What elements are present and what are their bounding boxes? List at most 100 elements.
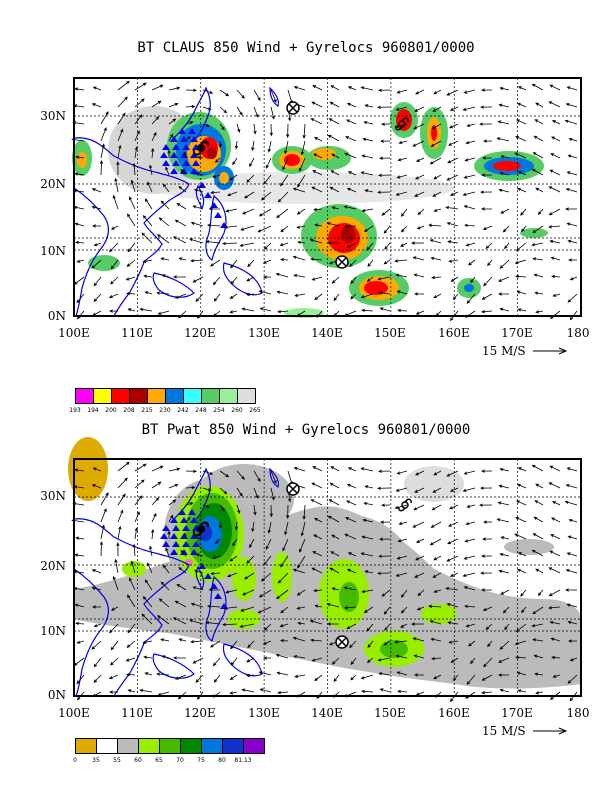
- wind-vector-arrow: [445, 586, 459, 591]
- wind-vector-arrow: [381, 589, 391, 597]
- wind-vector-arrow: [445, 205, 459, 210]
- wind-vector-arrow: [280, 225, 289, 233]
- wind-vector-arrow: [361, 589, 374, 594]
- wind-vector-arrow: [400, 623, 408, 628]
- wind-vector-arrow: [141, 613, 153, 625]
- wind-vector-arrow: [116, 542, 120, 557]
- wind-vector-arrow: [128, 577, 136, 591]
- wind-vector-arrow: [227, 191, 238, 197]
- wind-vector-arrow: [414, 106, 425, 112]
- wind-vector-arrow: [487, 640, 493, 648]
- wind-vector-arrow: [397, 538, 408, 543]
- wind-vector-arrow: [411, 622, 425, 626]
- colorbar-swatch: [165, 388, 184, 404]
- wind-vector-arrow: [395, 654, 408, 659]
- wind-vector-arrow: [345, 517, 357, 523]
- wind-vector-arrow: [377, 486, 391, 490]
- wind-vector-arrow: [360, 171, 374, 176]
- wind-vector-arrow: [344, 225, 357, 229]
- wind-vector-arrow: [263, 656, 272, 660]
- wind-vector-arrow: [548, 482, 561, 489]
- wind-vector-arrow: [548, 101, 561, 108]
- wind-vector-arrow: [521, 225, 527, 233]
- wind-vector-arrow: [499, 307, 510, 312]
- lon-label: 140E: [311, 326, 343, 340]
- wind-vector-arrow: [343, 586, 357, 591]
- wind-vector-arrow: [550, 637, 561, 642]
- wind-vector-arrow: [446, 222, 459, 227]
- wind-vector-arrow: [470, 657, 476, 665]
- wind-vector-arrow: [139, 307, 153, 312]
- wind-vector-arrow: [417, 589, 425, 597]
- wind-vector-arrow: [413, 273, 425, 278]
- wind-vector-arrow: [366, 276, 374, 282]
- wind-vector-arrow: [360, 674, 374, 680]
- wind-vector-arrow: [74, 553, 85, 557]
- wind-vector-arrow: [367, 259, 374, 267]
- wind-vector-arrow: [310, 638, 323, 642]
- wind-vector-arrow: [514, 640, 527, 646]
- wind-vector-arrow: [463, 586, 476, 591]
- typhoon-obs-markers: [160, 128, 228, 228]
- wind-vector-arrow: [173, 656, 187, 660]
- wind-vector-arrow: [229, 691, 238, 695]
- wind-vector-arrow: [499, 86, 510, 91]
- wind-vector-arrow: [479, 122, 493, 126]
- wind-vector-arrow: [286, 123, 290, 138]
- wind-vector-arrow: [134, 511, 140, 523]
- wind-vector-arrow: [398, 521, 408, 526]
- wind-vector-arrow: [516, 671, 527, 676]
- wind-vector-arrow: [127, 242, 136, 253]
- wind-vector-arrow: [378, 672, 391, 676]
- wind-vector-arrow: [183, 151, 187, 159]
- wind-vector-arrow: [202, 89, 214, 94]
- colorbar-swatch: [129, 388, 148, 404]
- colorbar-swatch: [237, 388, 256, 404]
- wind-vector-arrow: [313, 153, 323, 159]
- wind-vector-arrow: [263, 555, 272, 566]
- wind-vector-arrow: [497, 276, 510, 282]
- wind-vector-arrow: [516, 500, 527, 506]
- wind-vector-arrow: [482, 156, 493, 160]
- wind-vector-arrow: [567, 535, 578, 540]
- wind-vector-arrow: [168, 118, 177, 125]
- wind-vector-arrow: [156, 291, 170, 295]
- wind-vector-arrow: [346, 623, 357, 630]
- wind-vector-arrow: [396, 555, 408, 560]
- wind-vector-arrow: [551, 517, 561, 523]
- wind-vector-arrow: [183, 532, 187, 540]
- wind-vector-arrow: [397, 308, 408, 313]
- wind-vector-arrow: [127, 594, 136, 608]
- lat-label: 20N: [40, 559, 66, 573]
- wind-vector-arrow: [462, 191, 476, 197]
- reference-arrow-icon: [533, 727, 568, 735]
- wind-vector-arrow: [219, 504, 225, 512]
- wind-vector-arrow: [313, 534, 323, 540]
- colorbar-swatch: [243, 738, 265, 754]
- wind-vector-arrow: [192, 205, 204, 210]
- wind-vector-arrow: [257, 225, 272, 233]
- wind-vector-arrow: [531, 242, 544, 247]
- wind-vector-arrow: [448, 504, 459, 510]
- wind-vector-arrow: [548, 208, 561, 216]
- wind-vector-arrow: [309, 619, 323, 625]
- wind-vector-arrow: [75, 240, 85, 245]
- wind-vector-arrow: [314, 223, 323, 227]
- wind-vector-arrow: [567, 620, 578, 625]
- wind-vector-arrow: [151, 116, 160, 125]
- panel2-title: BT Pwat 850 Wind + Gyrelocs 960801/0000: [141, 422, 471, 438]
- wind-vector-arrow: [127, 213, 136, 227]
- wind-vector-arrow: [483, 139, 493, 143]
- wind-vector-arrow: [296, 208, 306, 215]
- wind-vector-arrow: [446, 89, 459, 96]
- wind-vector-arrow: [280, 555, 289, 568]
- wind-vector-arrow: [564, 500, 578, 506]
- wind-vector-arrow: [242, 589, 255, 596]
- wind-vector-arrow: [467, 259, 476, 266]
- reference-arrow-icon: [533, 347, 568, 355]
- wind-vector-arrow: [294, 293, 306, 297]
- colorbar-label: 215: [141, 407, 153, 414]
- wind-vector-arrow: [567, 154, 578, 159]
- wind-vector-arrow: [209, 259, 221, 267]
- wind-vector-arrow: [74, 468, 85, 472]
